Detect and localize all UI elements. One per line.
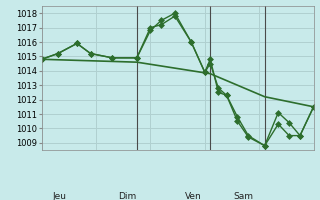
Text: Ven: Ven [185, 192, 202, 200]
Text: Jeu: Jeu [53, 192, 67, 200]
Text: Dim: Dim [118, 192, 136, 200]
Text: Sam: Sam [233, 192, 253, 200]
